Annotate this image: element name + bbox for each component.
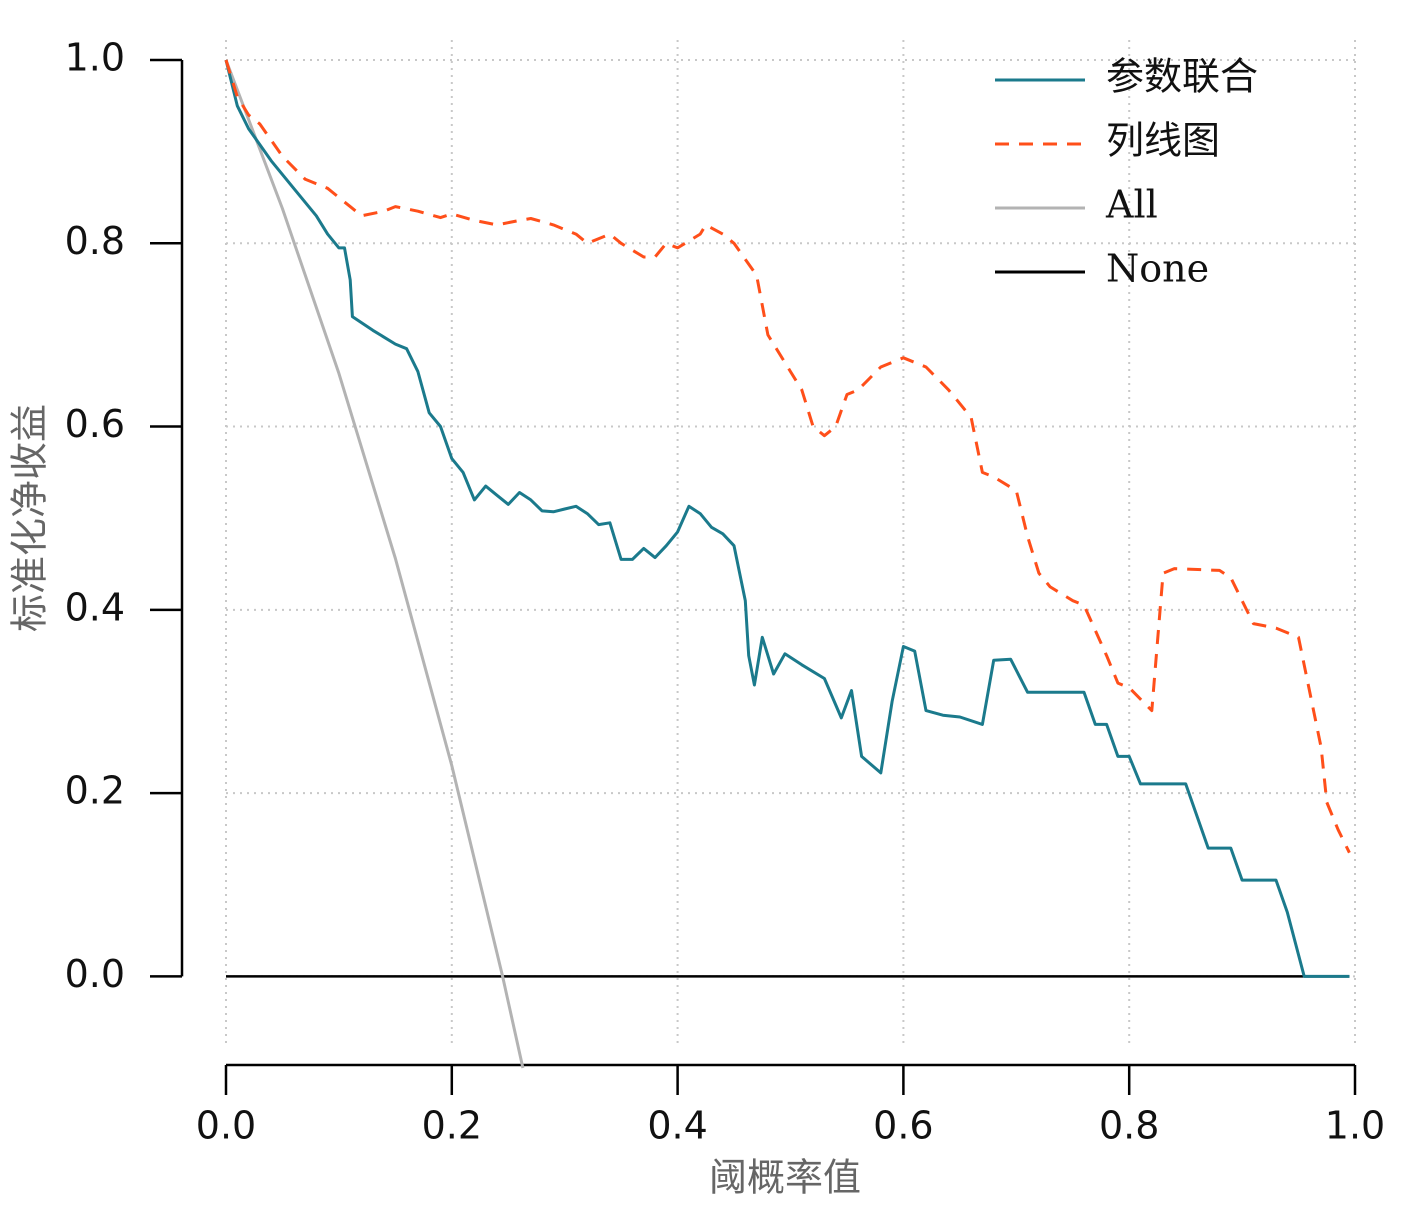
- legend-label: 参数联合: [1106, 55, 1258, 99]
- x-axis-title: 阈概率值: [709, 1156, 861, 1200]
- y-tick-label: 1.0: [65, 36, 125, 80]
- series-line: [224, 59, 1350, 978]
- series-line: [224, 59, 525, 1069]
- y-tick-label: 0.6: [65, 402, 125, 446]
- y-tick-label: 0.2: [65, 769, 125, 813]
- y-tick-label: 0.8: [65, 219, 125, 263]
- y-tick-label: 0.4: [65, 585, 125, 629]
- x-tick-label: 1.0: [1325, 1104, 1385, 1148]
- x-tick-label: 0.2: [422, 1104, 482, 1148]
- x-tick-label: 0.0: [196, 1104, 256, 1148]
- legend-label: All: [1105, 183, 1158, 227]
- legend-label: None: [1106, 247, 1209, 291]
- legend-label: 列线图: [1106, 119, 1220, 163]
- x-tick-label: 0.6: [873, 1104, 933, 1148]
- x-tick-label: 0.8: [1099, 1104, 1159, 1148]
- y-axis-title: 标准化净收益: [8, 404, 52, 632]
- y-tick-label: 0.0: [65, 952, 125, 996]
- series-line: [224, 59, 1351, 854]
- x-tick-label: 0.4: [647, 1104, 707, 1148]
